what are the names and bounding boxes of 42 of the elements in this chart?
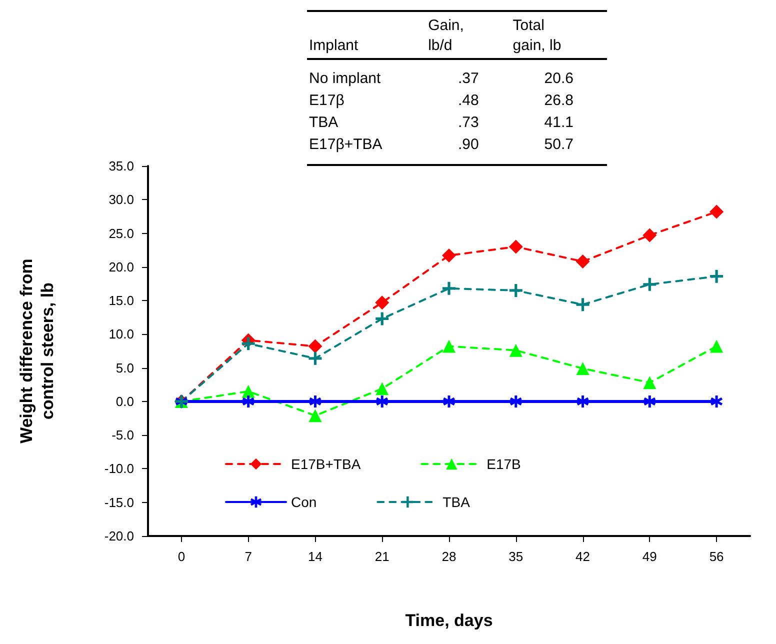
x-tick-label: 35 [508,549,524,564]
legend-label: TBA [442,494,471,510]
x-tick-label: 7 [244,549,252,564]
y-tick-label: -5.0 [112,428,134,443]
x-axis-title: Time, days [405,611,493,630]
legend-label: E17B+TBA [291,456,362,472]
y-tick-label: 35.0 [108,158,134,174]
y-tick-label: -10.0 [104,461,134,476]
legend-label: Con [291,494,317,510]
text: 50.7 [543,135,574,155]
y-tick-label: 0.0 [116,394,134,409]
text: TBA [309,113,340,133]
text: 26.8 [543,91,574,111]
text: E17β [309,91,346,111]
text: .48 [457,91,480,111]
y-tick-label: 30.0 [108,192,134,208]
x-tick-label: 28 [442,549,456,564]
text: Implant [309,36,360,56]
text: E17β+TBA [309,135,384,155]
x-tick-label: 0 [178,549,186,564]
y-tick-label: 10.0 [108,326,134,342]
x-tick-label: 49 [642,549,657,564]
y-tick-label: 20.0 [108,259,134,274]
x-tick-label: 14 [308,549,322,564]
y-tick-label: -20.0 [104,528,134,544]
y-axis-title: Weight difference from control steers, lb [17,258,57,444]
legend-label: E17B [486,456,521,472]
text: Gain, lb/d [428,16,465,56]
text: 41.1 [543,113,574,133]
text: .73 [457,113,480,133]
text: 20.6 [543,69,574,89]
x-tick-label: 21 [374,549,390,564]
text: .37 [457,69,480,89]
x-tick-label: 42 [576,549,590,564]
x-tick-label: 56 [709,549,724,564]
y-tick-label: 5.0 [116,360,134,376]
y-tick-label: -15.0 [104,494,134,510]
y-tick-label: 25.0 [108,226,134,241]
text: Total gain, lb [512,16,562,56]
y-tick-label: 15.0 [108,293,134,308]
text: .90 [457,135,480,155]
text: No implant [309,69,382,89]
